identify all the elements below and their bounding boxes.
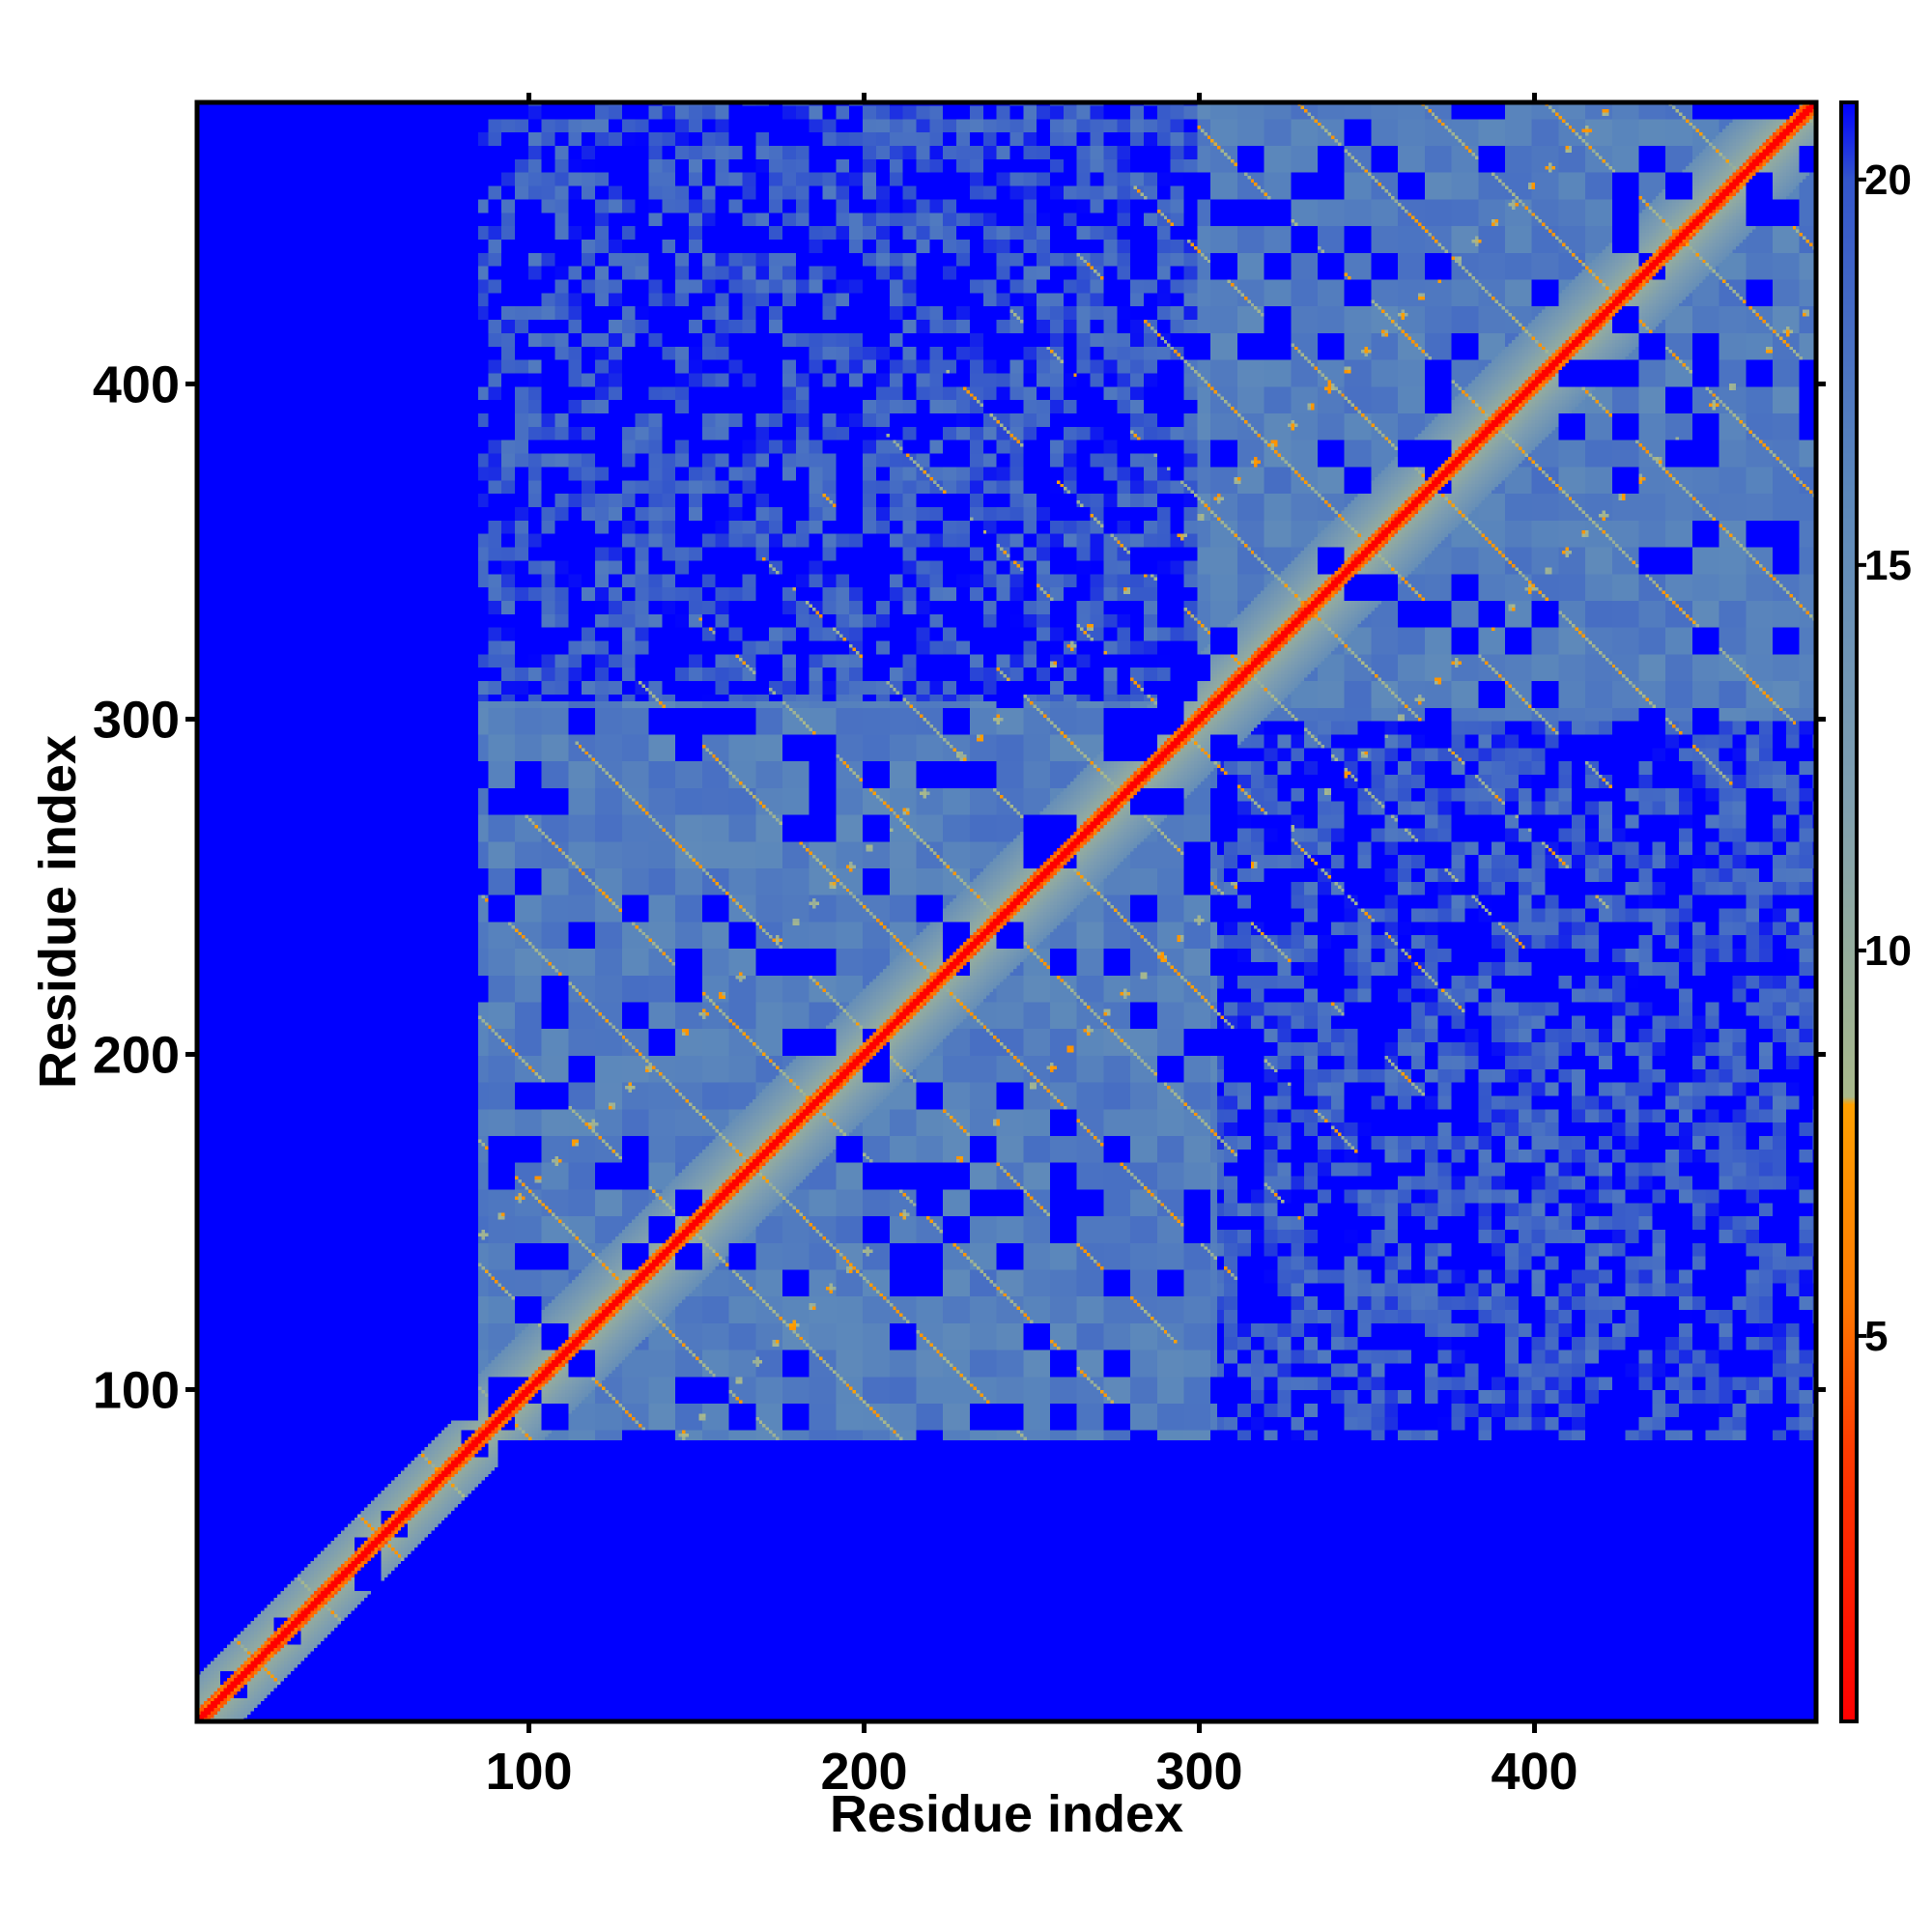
colorbar-tick-label: 20 [1864, 156, 1912, 204]
heatmap-canvas-holder [197, 102, 1816, 1721]
y-axis: 100 200 300 400 [93, 355, 197, 1419]
y-tick-label: 400 [93, 355, 180, 413]
colorbar-ticks: 5 10 15 20 [1857, 156, 1912, 1360]
heatmap-area [194, 99, 1819, 1724]
colorbar: 5 10 15 20 [1839, 100, 1912, 1723]
x-axis-title: Residue index [830, 1785, 1183, 1843]
y-tick-label: 300 [93, 691, 180, 749]
y-axis-title: Residue index [29, 735, 87, 1089]
right-axis-ticks [1816, 381, 1826, 1392]
colorbar-tick-label: 15 [1864, 542, 1912, 589]
x-tick-label: 100 [485, 1743, 572, 1801]
y-tick-label: 200 [93, 1026, 180, 1084]
x-tick-label: 300 [1155, 1743, 1242, 1801]
y-tick-label: 100 [93, 1361, 180, 1419]
plot-frame [194, 99, 1819, 1724]
colorbar-frame [1839, 100, 1859, 1723]
x-tick-label: 200 [820, 1743, 907, 1801]
colorbar-tick-label: 10 [1864, 927, 1912, 975]
x-tick-label: 400 [1491, 1743, 1577, 1801]
colorbar-fill [1841, 102, 1857, 1721]
colorbar-tick-label: 5 [1864, 1313, 1888, 1360]
x-axis: 100 200 300 400 [485, 1721, 1578, 1801]
top-axis-ticks [526, 93, 1538, 102]
